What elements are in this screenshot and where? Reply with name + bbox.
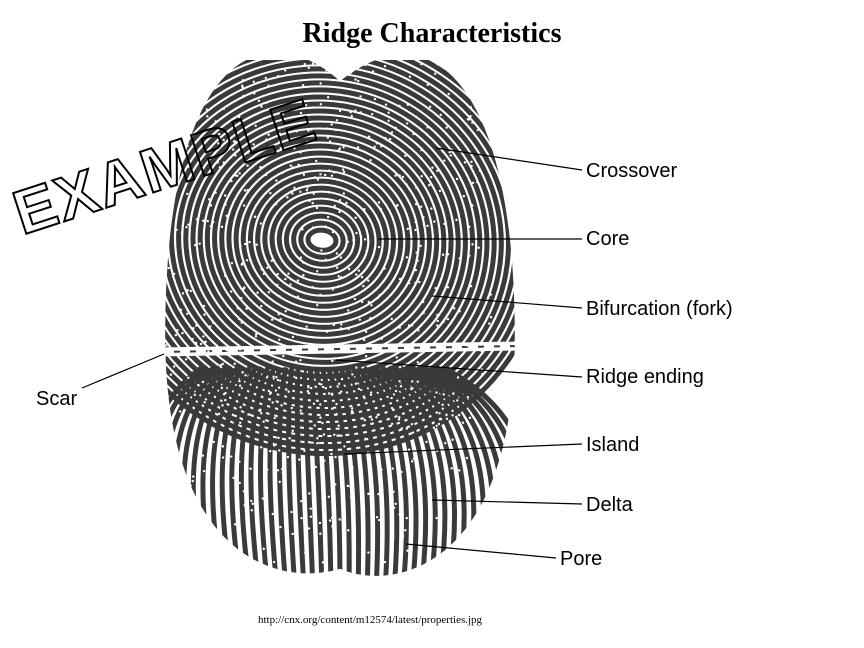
page-title: Ridge Characteristics bbox=[0, 18, 864, 50]
label-crossover: Crossover bbox=[586, 160, 677, 183]
label-delta: Delta bbox=[586, 494, 633, 517]
label-bifurcation: Bifurcation (fork) bbox=[586, 298, 733, 321]
citation-text: http://cnx.org/content/m12574/latest/pro… bbox=[258, 614, 482, 626]
label-core: Core bbox=[586, 228, 629, 251]
label-island: Island bbox=[586, 434, 639, 457]
label-pore: Pore bbox=[560, 548, 602, 571]
label-ridge_end: Ridge ending bbox=[586, 366, 704, 389]
label-scar: Scar bbox=[36, 388, 77, 411]
